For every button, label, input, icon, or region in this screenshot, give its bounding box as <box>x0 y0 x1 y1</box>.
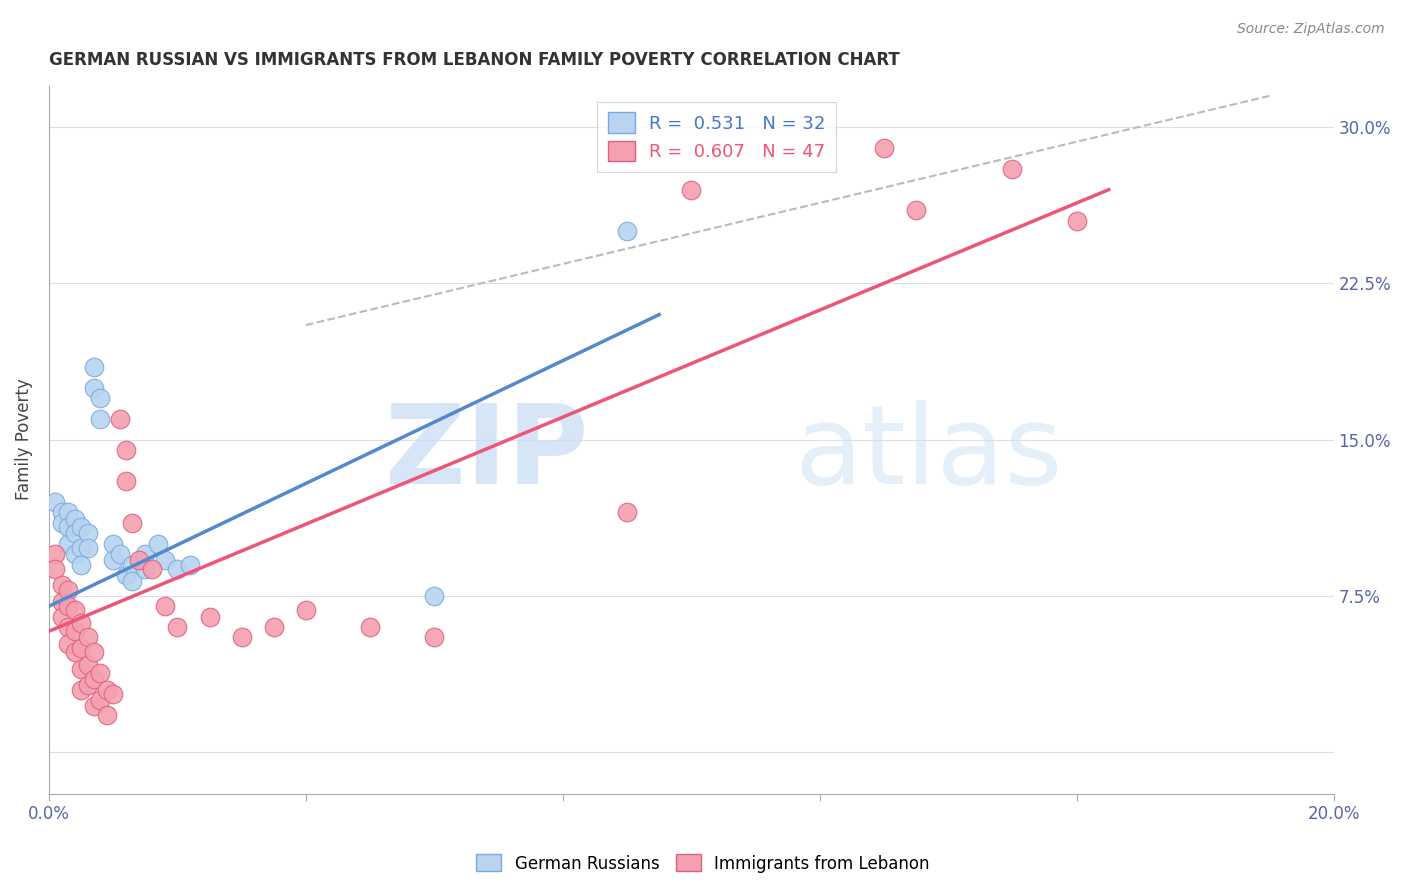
Point <box>70 541 93 555</box>
Text: Source: ZipAtlas.com: Source: ZipAtlas.com <box>1237 22 1385 37</box>
Point <box>83 645 105 659</box>
Point <box>108 547 131 561</box>
Point <box>359 620 381 634</box>
Point <box>121 574 143 589</box>
Point <box>231 631 253 645</box>
Point <box>83 380 105 394</box>
Point <box>51 516 73 530</box>
Point <box>89 411 111 425</box>
Point <box>51 609 73 624</box>
Point <box>1001 161 1024 176</box>
Point <box>76 541 98 555</box>
Point <box>905 203 928 218</box>
Point <box>58 620 80 634</box>
Point <box>103 687 125 701</box>
Point <box>295 603 318 617</box>
Point <box>70 682 93 697</box>
Point <box>58 537 80 551</box>
Point <box>166 620 188 634</box>
Point <box>103 537 125 551</box>
Point <box>58 599 80 614</box>
Point <box>44 495 66 509</box>
Point <box>121 558 143 572</box>
Point <box>83 359 105 374</box>
Point <box>263 620 285 634</box>
Point <box>166 562 188 576</box>
Point <box>70 615 93 630</box>
Point <box>96 682 118 697</box>
Point <box>70 640 93 655</box>
Point <box>44 547 66 561</box>
Point <box>89 665 111 680</box>
Point <box>1066 214 1088 228</box>
Point <box>83 672 105 686</box>
Text: atlas: atlas <box>794 401 1063 508</box>
Point <box>89 391 111 405</box>
Point <box>153 553 176 567</box>
Point <box>873 141 896 155</box>
Point <box>616 506 638 520</box>
Point <box>58 582 80 597</box>
Point <box>76 657 98 672</box>
Point <box>76 678 98 692</box>
Point <box>76 526 98 541</box>
Point <box>83 699 105 714</box>
Point <box>179 558 201 572</box>
Point <box>58 520 80 534</box>
Point <box>115 475 138 489</box>
Point <box>198 609 221 624</box>
Point <box>616 224 638 238</box>
Point <box>76 631 98 645</box>
Point <box>134 562 156 576</box>
Point <box>134 547 156 561</box>
Point <box>51 595 73 609</box>
Legend: German Russians, Immigrants from Lebanon: German Russians, Immigrants from Lebanon <box>470 847 936 880</box>
Legend: R =  0.531   N = 32, R =  0.607   N = 47: R = 0.531 N = 32, R = 0.607 N = 47 <box>596 102 837 172</box>
Point <box>96 707 118 722</box>
Point <box>44 562 66 576</box>
Point <box>681 183 703 197</box>
Point <box>58 506 80 520</box>
Point <box>58 637 80 651</box>
Point <box>108 411 131 425</box>
Point <box>51 578 73 592</box>
Point <box>103 553 125 567</box>
Point <box>63 645 86 659</box>
Point <box>115 568 138 582</box>
Point <box>115 442 138 457</box>
Point <box>63 526 86 541</box>
Point <box>89 693 111 707</box>
Point <box>63 603 86 617</box>
Point <box>146 537 169 551</box>
Point <box>141 562 163 576</box>
Point <box>70 662 93 676</box>
Text: GERMAN RUSSIAN VS IMMIGRANTS FROM LEBANON FAMILY POVERTY CORRELATION CHART: GERMAN RUSSIAN VS IMMIGRANTS FROM LEBANO… <box>49 51 900 69</box>
Point <box>70 520 93 534</box>
Point <box>121 516 143 530</box>
Point <box>63 512 86 526</box>
Point <box>423 631 446 645</box>
Point <box>153 599 176 614</box>
Y-axis label: Family Poverty: Family Poverty <box>15 379 32 500</box>
Point <box>51 506 73 520</box>
Point <box>70 558 93 572</box>
Point <box>63 547 86 561</box>
Point <box>63 624 86 639</box>
Text: ZIP: ZIP <box>385 401 589 508</box>
Point <box>128 553 150 567</box>
Point <box>423 589 446 603</box>
